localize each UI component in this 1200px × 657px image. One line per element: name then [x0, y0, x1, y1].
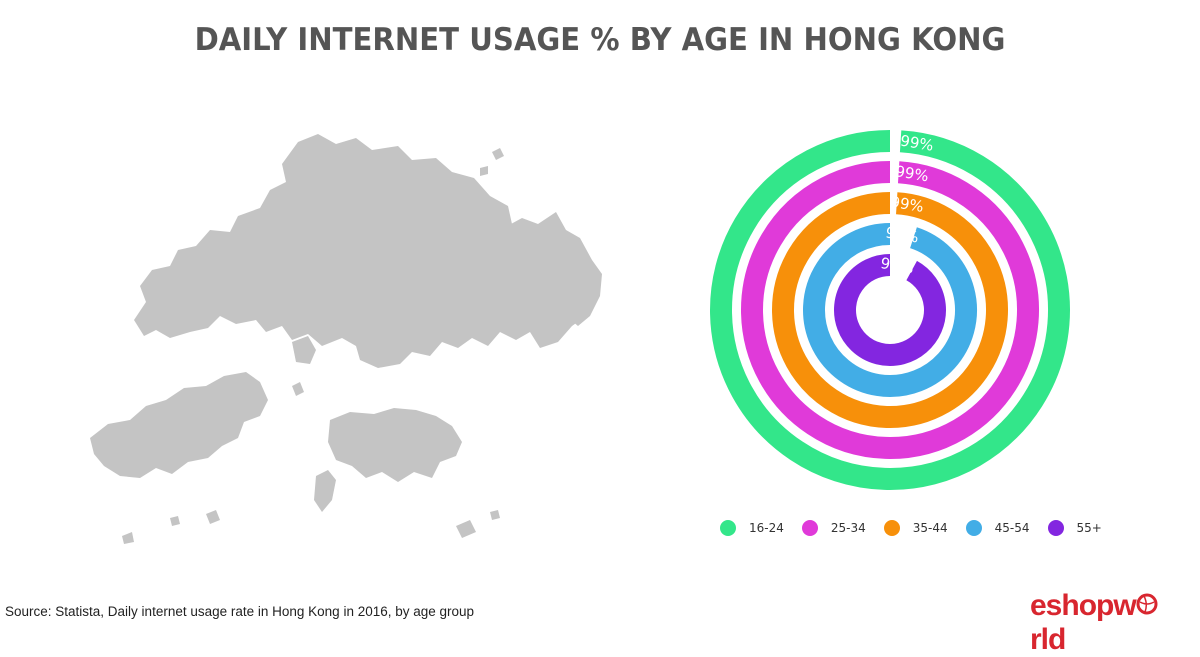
- legend-item-16-24: 16-24: [720, 520, 784, 536]
- map-island-small-7: [480, 166, 488, 176]
- legend-swatch: [801, 520, 818, 536]
- map-lamma: [314, 470, 336, 512]
- hong-kong-map: [90, 134, 602, 544]
- chart-legend: 16-24 25-34 35-44 45-54 55+: [720, 520, 1120, 536]
- eshopworld-logo: eshopwrld: [1030, 589, 1190, 656]
- legend-swatch: [883, 520, 900, 536]
- ring-25-34: [741, 161, 1039, 459]
- map-island-small-8: [292, 382, 304, 396]
- radial-bar-chart: 99% 99% 99% 95% 92%: [710, 130, 1070, 490]
- legend-item-35-44: 35-44: [883, 520, 948, 536]
- map-sai-kung: [500, 212, 602, 326]
- legend-item-55+: 55+: [1047, 520, 1102, 536]
- legend-swatch: [1047, 520, 1064, 536]
- map-island-small-3: [122, 532, 134, 544]
- map-tsing-yi: [292, 336, 316, 364]
- legend-swatch: [720, 520, 736, 536]
- legend-label: 45-54: [994, 521, 1030, 535]
- legend-item-45-54: 45-54: [965, 520, 1030, 536]
- map-lantau: [90, 372, 268, 478]
- legend-item-25-34: 25-34: [801, 520, 866, 536]
- ring-label-35-44: 99%: [889, 193, 925, 216]
- logo-text-start: eshopw: [1030, 589, 1137, 622]
- legend-swatch: [965, 520, 982, 536]
- ring-label-25-34: 99%: [894, 162, 930, 185]
- ring-35-44: [772, 192, 1008, 428]
- source-note: Source: Statista, Daily internet usage r…: [5, 604, 475, 619]
- globe-icon: [1136, 593, 1158, 615]
- map-island-small-1: [206, 510, 220, 524]
- ring-55+: [834, 254, 946, 366]
- map-island-small-2: [170, 516, 180, 526]
- ring-16-24: [710, 130, 1070, 490]
- map-island-small-5: [490, 510, 500, 520]
- map-hk-island: [328, 408, 462, 482]
- legend-label: 25-34: [830, 521, 866, 535]
- map-island-small-4: [456, 520, 476, 538]
- legend-label: 35-44: [912, 521, 948, 535]
- ring-45-54: [803, 223, 977, 397]
- ring-label-45-54: 95%: [884, 223, 920, 246]
- logo-text-end: rld: [1030, 623, 1066, 656]
- map-new-territories: [134, 134, 590, 368]
- ring-label-16-24: 99%: [899, 132, 935, 155]
- legend-label: 55+: [1076, 521, 1102, 535]
- map-island-small-6: [492, 148, 504, 160]
- ring-label-55+: 92%: [879, 254, 915, 277]
- chart-title: DAILY INTERNET USAGE % BY AGE IN HONG KO…: [194, 22, 1006, 58]
- legend-label: 16-24: [749, 521, 784, 535]
